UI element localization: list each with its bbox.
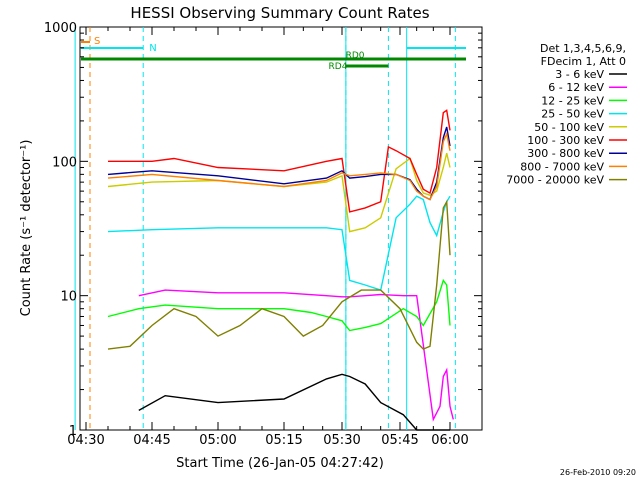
y-axis-label: Count Rate (s⁻¹ detector⁻¹): [19, 140, 34, 317]
chart-title: HESSI Observing Summary Count Rates: [130, 4, 429, 22]
flag-label-rd4: RD4: [329, 62, 348, 72]
plot-border: [79, 26, 483, 431]
x-tick-label: 05:15: [265, 433, 302, 448]
legend: Det 1,3,4,5,6,9,FDecim 1, Att 03 - 6 keV…: [506, 42, 627, 187]
series-line: [107, 153, 451, 233]
legend-label: 100 - 300 keV: [527, 134, 604, 147]
x-tick-label: 04:30: [67, 433, 104, 448]
series-line: [138, 373, 450, 431]
legend-label: 50 - 100 keV: [534, 121, 604, 134]
y-tick-label: 1: [69, 424, 77, 439]
flag-label-rd0: RD0: [346, 51, 365, 61]
series-line: [108, 109, 451, 213]
y-tick-label: 10: [60, 290, 77, 305]
series-line: [138, 289, 454, 422]
legend-label: 800 - 7000 keV: [520, 160, 604, 173]
flag-label-s: S: [94, 36, 100, 47]
x-tick-label: 05:30: [323, 433, 360, 448]
plot-frame: [79, 26, 483, 431]
series-layer: [107, 109, 454, 431]
series-line: [107, 131, 451, 201]
series-line: [107, 199, 451, 350]
series-line: [107, 195, 451, 292]
series-line: [107, 278, 451, 332]
legend-label: 3 - 6 keV: [555, 68, 604, 81]
series-line: [107, 126, 451, 201]
timestamp: 26-Feb-2010 09:20: [560, 468, 636, 477]
x-tick-label: 06:00: [431, 433, 468, 448]
legend-header: Det 1,3,4,5,6,9,: [540, 42, 626, 55]
x-axis-label: Start Time (26-Jan-05 04:27:42): [176, 456, 384, 471]
legend-label: 300 - 800 keV: [527, 147, 604, 160]
x-tick-label: 05:45: [381, 433, 418, 448]
legend-label: 6 - 12 keV: [548, 81, 604, 94]
flag-label-n: N: [149, 43, 156, 54]
x-tick-label: 04:45: [133, 433, 170, 448]
legend-label: 7000 - 20000 keV: [506, 174, 604, 187]
x-tick-label: 05:00: [199, 433, 236, 448]
legend-label: 25 - 50 keV: [541, 108, 604, 121]
y-tick-label: 100: [52, 155, 77, 170]
legend-label: 12 - 25 keV: [541, 94, 604, 107]
y-tick-label: 1000: [44, 21, 77, 36]
legend-header: FDecim 1, Att 0: [541, 55, 626, 68]
axis-layer: 04:30 04:45 05:00 05:15 05:30 05:45 06:00 1 10 10…: [44, 21, 482, 448]
